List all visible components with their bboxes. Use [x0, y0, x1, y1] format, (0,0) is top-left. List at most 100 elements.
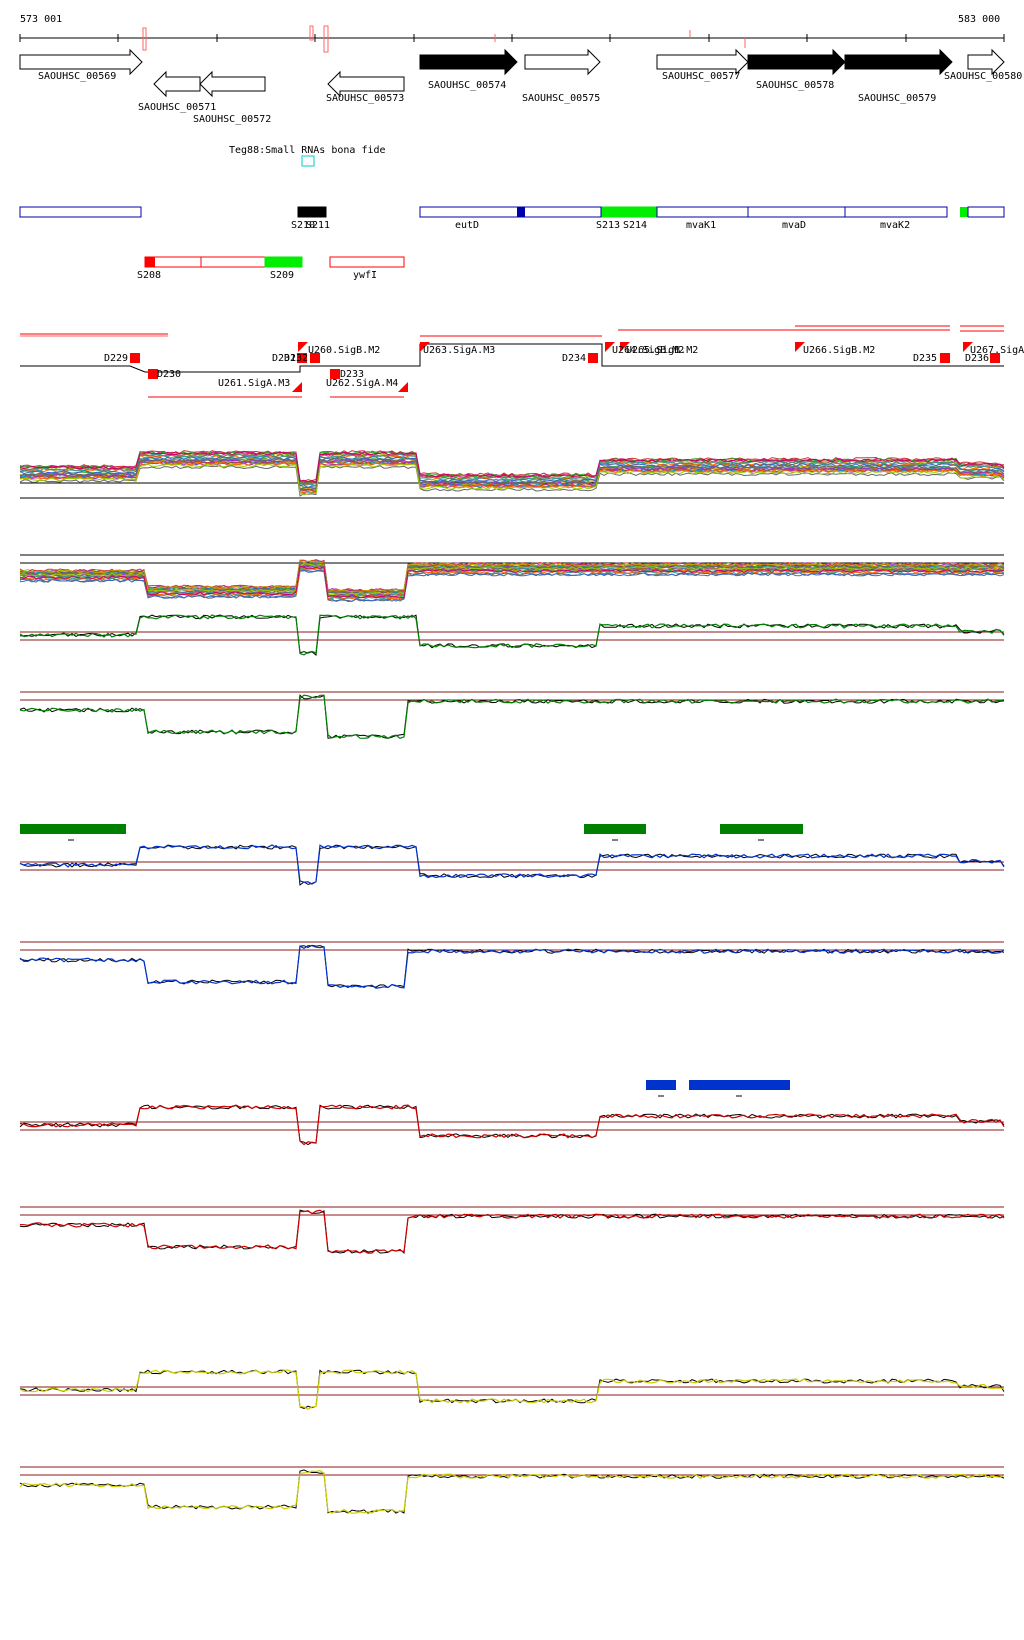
expression-trace	[19, 465, 1005, 497]
transcript-label: mvaD	[782, 220, 806, 231]
transcript-box[interactable]	[967, 206, 1005, 218]
promoter-label: U262.SigA.M4	[326, 378, 398, 389]
promoter-label: D232	[284, 353, 308, 364]
transcript-box[interactable]	[601, 206, 658, 218]
gene-saouhsc-00573[interactable]: SAOUHSC_00573	[326, 70, 405, 104]
transcript-box[interactable]	[297, 206, 327, 218]
promoter-label: U265.SigB.M2	[626, 345, 698, 356]
gene-label: SAOUHSC_00575	[522, 93, 600, 104]
expression-trace	[19, 844, 1005, 886]
promoter-label: U267.SigA.M3	[970, 345, 1024, 356]
promoter-label: D235	[913, 353, 937, 364]
promoter-label: U264.SigB.M2	[612, 345, 684, 356]
gene-saouhsc-00571[interactable]: SAOUHSC_00571	[138, 70, 216, 113]
small-rna-track: Teg88:Small RNAs bona fide	[229, 145, 386, 167]
expression-trace	[19, 1104, 1005, 1146]
ruler-end-label: 583 000	[958, 14, 1000, 25]
expression-trace	[19, 1104, 1005, 1146]
expression-trace	[19, 1469, 1005, 1514]
promoter-label: U260.SigB.M2	[308, 345, 380, 356]
region-bar-track-green	[20, 824, 803, 841]
operon-track: S210 S211 eutD S213 S214 mvaK1 mvaD mvaK…	[19, 206, 1005, 231]
transcript-label: S213	[596, 220, 620, 231]
gene-saouhsc-00580[interactable]: SAOUHSC_00580	[944, 48, 1022, 82]
region-bar-track-blue	[646, 1080, 790, 1097]
gene-saouhsc-00572[interactable]: SAOUHSC_00572	[193, 70, 271, 125]
promoter-label: U266.SigB.M2	[803, 345, 875, 356]
expression-trace	[19, 1209, 1005, 1255]
gene-label: SAOUHSC_00580	[944, 71, 1022, 82]
expression-trace	[19, 944, 1005, 989]
expression-trace	[19, 1369, 1005, 1410]
expression-trace	[19, 565, 1005, 599]
expression-profiles	[19, 450, 1005, 1514]
segment-label: ywfI	[353, 270, 377, 281]
region-bar[interactable]	[689, 1080, 790, 1090]
expression-trace	[19, 944, 1005, 989]
expression-trace	[19, 453, 1005, 486]
transcript-label: S214	[623, 220, 647, 231]
promoter-label: D229	[104, 353, 128, 364]
gene-label: SAOUHSC_00574	[428, 80, 506, 91]
segment-label: S209	[270, 270, 294, 281]
segment-box[interactable]	[264, 256, 303, 268]
gene-saouhsc-00569[interactable]: SAOUHSC_00569	[19, 48, 143, 82]
region-bar[interactable]	[20, 824, 126, 834]
transcript-box[interactable]	[419, 206, 602, 218]
promoter-track: D229 D230 D231 D232 U260.SigB.M2 U261.Si…	[20, 325, 1024, 398]
expression-trace	[19, 559, 1005, 593]
promoter-label: D233	[340, 369, 364, 380]
gene-label: SAOUHSC_00573	[326, 93, 404, 104]
gene-label: SAOUHSC_00577	[662, 71, 740, 82]
transcript-box[interactable]	[19, 206, 142, 218]
gene-label: SAOUHSC_00569	[38, 71, 116, 82]
expression-trace	[19, 458, 1005, 491]
expression-trace	[19, 563, 1005, 596]
gene-label: SAOUHSC_00572	[193, 114, 271, 125]
gene-saouhsc-00578[interactable]: SAOUHSC_00578	[747, 48, 846, 91]
promoter-label: U263.SigA.M3	[423, 345, 495, 356]
transcript-label: mvaK1	[686, 220, 716, 231]
expression-trace	[19, 450, 1005, 484]
gene-track: SAOUHSC_00569 SAOUHSC_00571 SAOUHSC_0057…	[19, 48, 1022, 125]
red-segment-track: S208 S209 ywfI	[137, 256, 405, 281]
segment-box[interactable]	[200, 256, 266, 268]
expression-trace	[19, 569, 1005, 603]
expression-trace	[19, 463, 1005, 496]
transcript-label: eutD	[455, 220, 479, 231]
segment-box[interactable]	[329, 256, 405, 268]
promoter-label: D230	[157, 369, 181, 380]
gene-saouhsc-00575[interactable]: SAOUHSC_00575	[522, 48, 601, 104]
expression-trace	[19, 456, 1005, 489]
region-bar[interactable]	[720, 824, 803, 834]
transcript-label: S211	[306, 220, 330, 231]
gene-saouhsc-00577[interactable]: SAOUHSC_00577	[656, 48, 749, 82]
expression-trace	[19, 614, 1005, 656]
expression-trace	[19, 1209, 1005, 1254]
expression-trace	[19, 451, 1005, 484]
promoter-label: D231	[272, 353, 296, 364]
transcript-box[interactable]	[656, 206, 948, 218]
expression-trace	[19, 1369, 1005, 1410]
promoter-label: D236	[965, 353, 989, 364]
gene-saouhsc-00579[interactable]: SAOUHSC_00579	[844, 48, 953, 104]
region-bar[interactable]	[646, 1080, 676, 1090]
gene-label: SAOUHSC_00579	[858, 93, 936, 104]
small-rna-feature[interactable]	[301, 155, 315, 167]
expression-trace	[19, 694, 1005, 739]
transcript-label: mvaK2	[880, 220, 910, 231]
ruler-start-label: 573 001	[20, 14, 62, 25]
expression-trace	[19, 458, 1005, 490]
expression-trace	[19, 569, 1005, 602]
gene-saouhsc-00574[interactable]: SAOUHSC_00574	[419, 48, 518, 91]
gene-label: SAOUHSC_00571	[138, 102, 216, 113]
small-rna-label: Teg88:Small RNAs bona fide	[229, 145, 386, 156]
expression-trace	[19, 844, 1005, 885]
promoter-label: U261.SigA.M3	[218, 378, 290, 389]
expression-trace	[19, 614, 1005, 656]
promoter-label: D234	[562, 353, 586, 364]
segment-label: S208	[137, 270, 161, 281]
expression-trace	[19, 561, 1005, 595]
region-bar[interactable]	[584, 824, 646, 834]
